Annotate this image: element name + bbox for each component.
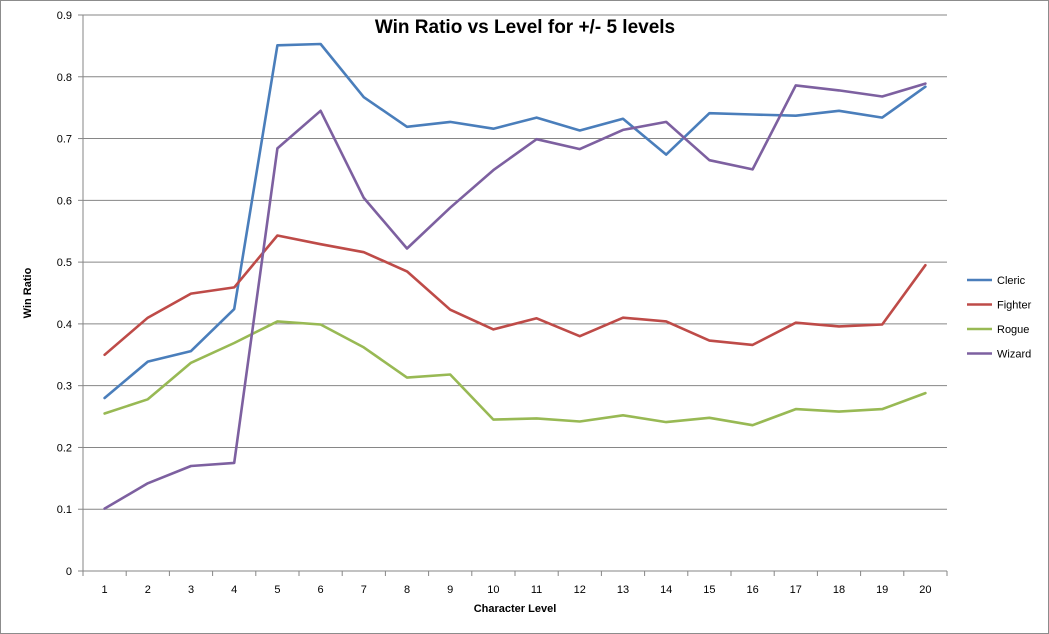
y-tick-labels: 0 0.1 0.2 0.3 0.4 0.5 0.6 0.7 0.8 0.9 — [57, 10, 72, 578]
x-tick-label: 5 — [274, 584, 280, 596]
series-line-cleric — [103, 42, 927, 400]
x-tick-label: 18 — [833, 584, 845, 596]
x-tick-label: 11 — [531, 584, 542, 596]
series-line-rogue — [103, 320, 927, 427]
x-tick-label: 2 — [145, 584, 151, 596]
y-tick-label: 0.1 — [57, 504, 72, 516]
x-tick-label: 17 — [790, 584, 802, 596]
series-line-wizard — [103, 82, 927, 510]
x-tick-label: 8 — [404, 584, 410, 596]
y-tick-label: 0.3 — [57, 381, 72, 393]
legend-label-rogue: Rogue — [997, 324, 1029, 336]
x-tick-label: 9 — [447, 584, 453, 596]
x-tick-label: 14 — [660, 584, 672, 596]
y-tick-label: 0.8 — [57, 72, 72, 84]
x-tick-label: 6 — [318, 584, 324, 596]
legend-label-fighter: Fighter — [997, 300, 1032, 312]
y-tick-label: 0 — [66, 566, 72, 578]
x-tick-label: 1 — [102, 584, 108, 596]
x-tick-label: 10 — [487, 584, 499, 596]
x-tick-labels: 1 2 3 4 5 6 7 8 9 10 11 12 13 14 15 16 17 18 19 20 — [102, 584, 932, 596]
x-tick-label: 20 — [919, 584, 931, 596]
x-tick-label: 7 — [361, 584, 367, 596]
gridlines — [78, 14, 947, 572]
y-axis-title: Win Ratio — [22, 267, 34, 318]
y-tick-label: 0.2 — [57, 442, 72, 454]
y-tick-label: 0.6 — [57, 195, 72, 207]
y-tick-label: 0.5 — [57, 257, 72, 269]
x-tick-label: 19 — [876, 584, 888, 596]
legend: Cleric Fighter Rogue Wizard — [967, 275, 1032, 361]
x-tick-label: 13 — [617, 584, 629, 596]
x-tick-label: 16 — [746, 584, 758, 596]
legend-label-cleric: Cleric — [997, 275, 1026, 287]
x-tick-label: 12 — [574, 584, 586, 596]
y-tick-label: 0.9 — [57, 10, 72, 22]
series-line-fighter — [103, 234, 927, 357]
y-tick-label: 0.7 — [57, 134, 72, 146]
x-axis-title: Character Level — [474, 603, 557, 615]
series-lines — [103, 42, 927, 510]
legend-label-wizard: Wizard — [997, 349, 1031, 361]
x-tick-label: 4 — [231, 584, 237, 596]
y-tick-label: 0.4 — [57, 319, 72, 331]
x-tick-label: 15 — [703, 584, 715, 596]
chart-title: Win Ratio vs Level for +/- 5 levels — [375, 17, 675, 38]
axes — [82, 15, 948, 576]
x-tick-label: 3 — [188, 584, 194, 596]
